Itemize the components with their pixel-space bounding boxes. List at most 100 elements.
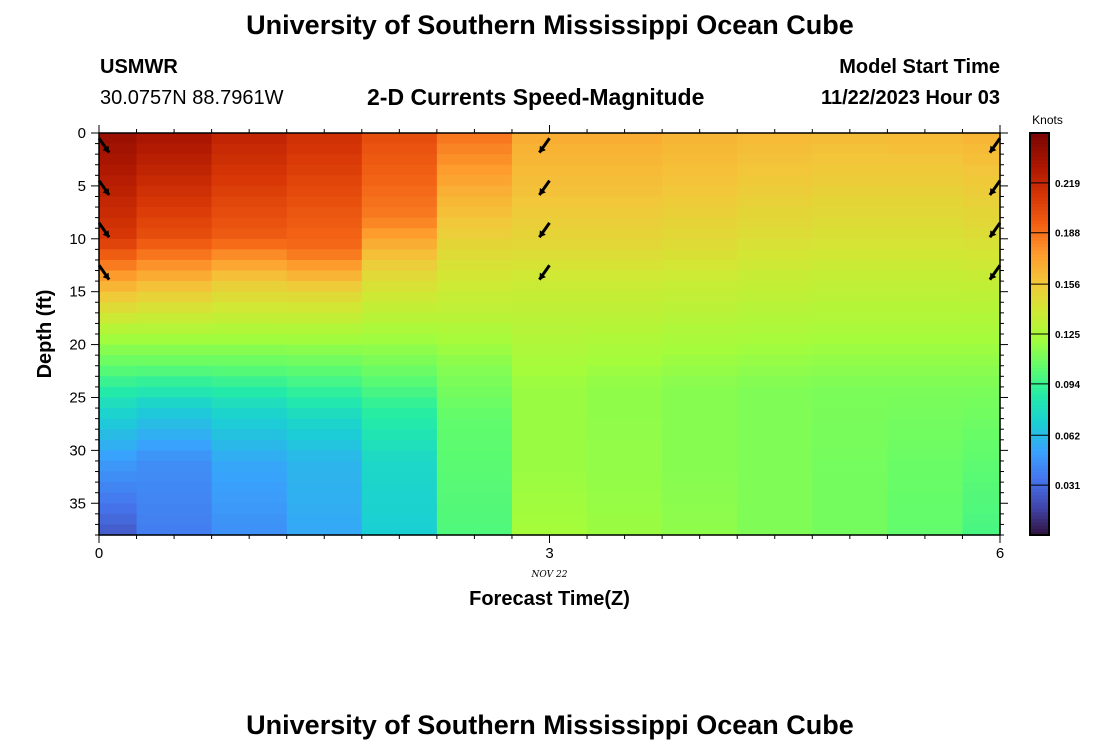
heatmap-cell bbox=[99, 185, 138, 198]
heatmap-cell bbox=[286, 397, 363, 409]
heatmap-cell bbox=[211, 344, 288, 356]
heatmap-cell bbox=[286, 323, 363, 335]
heatmap-cell bbox=[812, 408, 888, 420]
heatmap-cell bbox=[286, 259, 363, 272]
colorbar-segment bbox=[1030, 411, 1049, 415]
heatmap-cell bbox=[136, 513, 213, 526]
heatmap-cell bbox=[737, 164, 813, 176]
colorbar-segment bbox=[1030, 283, 1049, 288]
heatmap-cell bbox=[887, 365, 964, 377]
colorbar-segment bbox=[1030, 531, 1049, 536]
heatmap-cell bbox=[361, 429, 438, 441]
colorbar-segment bbox=[1030, 159, 1049, 164]
colorbar-segment bbox=[1030, 384, 1049, 389]
heatmap-cell bbox=[737, 196, 813, 208]
heatmap-cell bbox=[286, 365, 363, 377]
colorbar-segment bbox=[1030, 370, 1049, 375]
colorbar-segment bbox=[1030, 478, 1049, 482]
heatmap-cell bbox=[436, 492, 513, 504]
heatmap-cell bbox=[587, 524, 663, 536]
x-tick-label: 0 bbox=[95, 545, 103, 562]
heatmap-cell bbox=[737, 513, 813, 526]
heatmap-cell bbox=[286, 302, 363, 314]
heatmap-cell bbox=[211, 217, 288, 229]
y-axis: 0 5 10 15 20 25 30 35 bbox=[69, 125, 1008, 536]
heatmap-cell bbox=[511, 471, 588, 483]
heatmap-cell bbox=[812, 185, 888, 198]
heatmap-cell bbox=[812, 323, 888, 335]
heatmap-cell bbox=[887, 175, 964, 187]
heatmap-cell bbox=[211, 154, 288, 166]
current-vectors bbox=[97, 137, 1002, 281]
heatmap-cell bbox=[511, 503, 588, 515]
heatmap-cell bbox=[286, 164, 363, 176]
current-vector bbox=[538, 137, 551, 154]
x-axis: 0 3 6 bbox=[95, 125, 1004, 562]
footer-title: University of Southern Mississippi Ocean… bbox=[246, 710, 854, 740]
heatmap-cell bbox=[99, 154, 138, 166]
heatmap-cell bbox=[587, 302, 663, 314]
heatmap-cell bbox=[136, 376, 213, 388]
heatmap-cell bbox=[99, 302, 138, 314]
heatmap-cell bbox=[662, 238, 738, 250]
heatmap-cell bbox=[887, 270, 964, 282]
heatmap-cell bbox=[962, 460, 1001, 473]
heatmap-cell bbox=[361, 185, 438, 198]
heatmap-cell bbox=[587, 429, 663, 441]
heatmap-cell bbox=[662, 429, 738, 441]
heatmap-cell bbox=[99, 408, 138, 420]
heatmap-cell bbox=[136, 238, 213, 250]
heatmap-cell bbox=[511, 164, 588, 176]
heatmap-cell bbox=[286, 143, 363, 155]
heatmap-cell bbox=[136, 397, 213, 409]
heatmap-cell bbox=[361, 408, 438, 420]
heatmap-cell bbox=[887, 154, 964, 166]
heatmap-cell bbox=[812, 143, 888, 155]
colorbar-segment bbox=[1030, 390, 1049, 395]
heatmap-cell bbox=[511, 482, 588, 494]
heatmap-cell bbox=[211, 482, 288, 494]
colorbar-segment bbox=[1030, 481, 1049, 486]
heatmap-cell bbox=[587, 143, 663, 155]
colorbar-segment bbox=[1030, 401, 1049, 405]
heatmap-cell bbox=[211, 143, 288, 155]
heatmap-cell bbox=[286, 334, 363, 346]
heatmap-cell bbox=[511, 492, 588, 504]
heatmap-cell bbox=[662, 175, 738, 187]
heatmap-cell bbox=[962, 408, 1001, 420]
heatmap-cell bbox=[887, 355, 964, 367]
heatmap-cell bbox=[962, 439, 1001, 451]
heatmap-cell bbox=[812, 376, 888, 388]
heatmap-cell bbox=[436, 281, 513, 293]
heatmap-cell bbox=[436, 133, 513, 145]
model-start-label: Model Start Time bbox=[839, 56, 1000, 78]
colorbar-segment bbox=[1030, 354, 1049, 359]
heatmap-cell bbox=[587, 365, 663, 377]
heatmap-cell bbox=[136, 492, 213, 504]
model-start-time: 11/22/2023 Hour 03 bbox=[820, 87, 1000, 109]
heatmap-cell bbox=[436, 365, 513, 377]
heatmap-cell bbox=[887, 281, 964, 293]
heatmap-cell bbox=[511, 143, 588, 155]
colorbar-segment bbox=[1030, 307, 1049, 312]
heatmap-cell bbox=[887, 228, 964, 240]
colorbar-segment bbox=[1030, 173, 1049, 178]
heatmap-cell bbox=[812, 513, 888, 526]
heatmap-cell bbox=[436, 196, 513, 208]
colorbar-segment bbox=[1030, 350, 1049, 355]
heatmap-cell bbox=[361, 439, 438, 451]
colorbar-segment bbox=[1030, 303, 1049, 308]
heatmap-cell bbox=[587, 344, 663, 356]
colorbar-segment bbox=[1030, 334, 1049, 338]
heatmap-cell bbox=[587, 154, 663, 166]
x-date-label: NOV 22 bbox=[531, 570, 568, 580]
heatmap-cell bbox=[962, 238, 1001, 250]
heatmap-cell bbox=[136, 302, 213, 314]
heatmap-cell bbox=[436, 143, 513, 155]
heatmap-cell bbox=[962, 259, 1001, 272]
heatmap-cell bbox=[136, 164, 213, 176]
heatmap-cell bbox=[511, 439, 588, 451]
colorbar-segment bbox=[1030, 468, 1049, 472]
heatmap-cell bbox=[662, 228, 738, 240]
heatmap-cell bbox=[737, 175, 813, 187]
